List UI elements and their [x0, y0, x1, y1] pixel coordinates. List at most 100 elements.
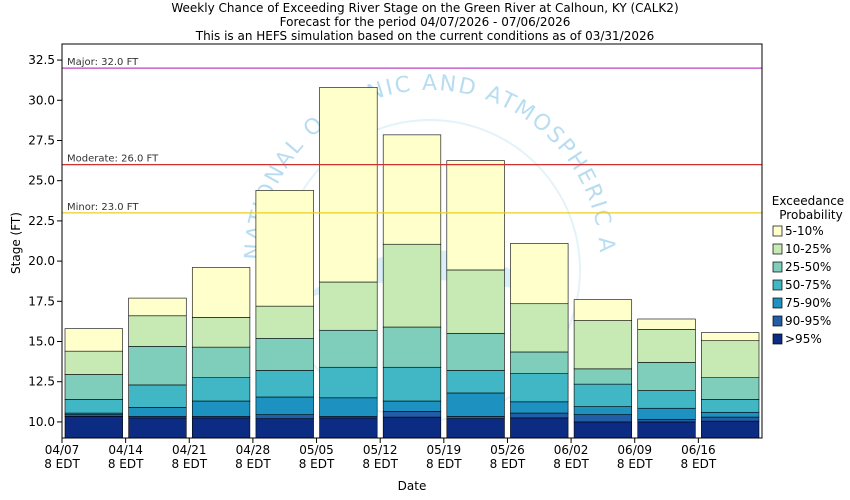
bar-04-14-seg-2: [128, 346, 187, 386]
bar-04-14-seg-4: [128, 407, 187, 417]
reference-label-1: Moderate: 26.0 FT: [67, 154, 159, 165]
reference-label-2: Minor: 23.0 FT: [67, 202, 139, 213]
bar-05-12-seg-1: [382, 243, 442, 328]
bar-06-16-seg-0: [701, 332, 760, 342]
bar-04-07-seg-6: [64, 415, 123, 439]
bar-04-07-seg-1: [64, 350, 123, 375]
bar-04-28-seg-5: [255, 414, 314, 420]
bar-06-02-seg-4: [573, 406, 633, 415]
x-tick-label-0: 04/07: [45, 443, 80, 457]
legend-swatch-1: [772, 243, 783, 255]
bar-04-21-seg-4: [191, 400, 251, 417]
chart-subtitle-period: Forecast for the period 04/07/2026 - 07/…: [280, 15, 571, 29]
x-tick-label-8: 06/02: [554, 443, 589, 457]
x-tick-sublabel-8: 8 EDT: [553, 457, 589, 471]
y-tick-label-6: 17.5: [28, 294, 55, 308]
legend-label-6: >95%: [785, 332, 822, 346]
y-tick-label-0: 32.5: [28, 53, 55, 67]
x-tick-sublabel-6: 8 EDT: [426, 457, 462, 471]
plot-border: [61, 43, 763, 439]
bar-06-02-seg-5: [573, 414, 633, 423]
y-tick-label-7: 15.0: [28, 335, 55, 349]
bar-05-19-seg-5: [446, 415, 505, 420]
bar-05-05-seg-1: [319, 281, 378, 331]
y-tick-label-9: 10.0: [28, 415, 55, 429]
x-tick-label-3: 04/28: [236, 443, 271, 457]
legend-title-line1: Exceedance: [772, 194, 844, 208]
bar-04-28-seg-1: [255, 305, 314, 339]
bar-04-14-seg-6: [128, 417, 187, 439]
reference-label-0: Major: 32.0 FT: [67, 57, 139, 68]
legend-title-line2: Probability: [779, 208, 842, 222]
chart-title: Weekly Chance of Exceeding River Stage o…: [171, 1, 678, 15]
x-tick-label-1: 04/14: [108, 443, 143, 457]
bar-04-28-seg-6: [255, 418, 314, 439]
x-tick-label-9: 06/09: [617, 443, 652, 457]
bar-05-05-seg-0: [319, 87, 378, 283]
x-tick-sublabel-1: 8 EDT: [108, 457, 144, 471]
bar-05-19-seg-2: [446, 333, 505, 371]
bar-05-12-seg-5: [382, 411, 442, 418]
bar-06-16-seg-1: [701, 340, 760, 378]
x-tick-sublabel-9: 8 EDT: [617, 457, 653, 471]
bar-05-12-seg-4: [382, 400, 442, 412]
bar-05-12-seg-2: [382, 326, 442, 368]
bar-06-09-seg-5: [637, 419, 696, 423]
legend-label-0: 5-10%: [785, 224, 824, 238]
x-axis-title: Date: [398, 479, 427, 493]
y-tick-label-1: 30.0: [28, 93, 55, 107]
bar-04-21-seg-2: [191, 346, 251, 378]
bar-04-14-seg-3: [128, 384, 187, 408]
bar-05-26-seg-5: [510, 412, 569, 419]
reference-lines-group: Major: 32.0 FT Moderate: 26.0 FT Minor: 23…: [62, 57, 762, 214]
legend: Exceedance Probability 5-10% 10-25% 25-50%…: [772, 194, 844, 346]
bar-05-19-seg-3: [446, 370, 505, 394]
x-tick-label-2: 04/21: [172, 443, 207, 457]
legend-swatch-3: [772, 279, 783, 291]
bar-05-12-seg-6: [382, 416, 442, 439]
y-axis-title: Stage (FT): [9, 212, 23, 274]
legend-label-1: 10-25%: [785, 242, 831, 256]
x-tick-sublabel-7: 8 EDT: [490, 457, 526, 471]
bars-group: [64, 87, 760, 439]
bar-04-21-seg-1: [191, 317, 251, 348]
bar-06-02-seg-0: [573, 299, 633, 321]
bar-06-16-seg-2: [701, 377, 760, 400]
bar-06-02-seg-2: [573, 368, 633, 385]
bar-06-16-seg-5: [701, 416, 760, 422]
bar-05-05-seg-4: [319, 397, 378, 417]
y-tick-label-8: 12.5: [28, 375, 55, 389]
x-tick-sublabel-5: 8 EDT: [362, 457, 398, 471]
x-tick-label-5: 05/12: [363, 443, 398, 457]
bar-04-07-seg-2: [64, 374, 123, 400]
y-axis: 32.5 30.0 27.5 25.0 22.5 20.0 17.5 15.0 12.5 10.0: [28, 53, 62, 429]
x-tick-sublabel-10: 8 EDT: [681, 457, 717, 471]
bar-04-14-seg-0: [128, 297, 187, 317]
bar-05-05-seg-2: [319, 329, 378, 368]
bar-06-09-seg-6: [637, 421, 696, 439]
chart-subtitle-simulation: This is an HEFS simulation based on the …: [195, 29, 655, 43]
legend-label-5: 90-95%: [785, 314, 831, 328]
bar-04-07-seg-0: [64, 328, 123, 352]
bar-05-19-seg-4: [446, 392, 505, 417]
bar-04-07-seg-3: [64, 399, 123, 414]
legend-swatch-6: [772, 333, 783, 345]
bar-05-26-seg-3: [510, 373, 569, 403]
bar-04-28-seg-0: [255, 190, 314, 307]
bar-05-12-seg-0: [382, 134, 442, 245]
bar-05-05-seg-6: [319, 417, 378, 439]
bar-04-28-seg-2: [255, 337, 314, 371]
bar-06-16-seg-4: [701, 411, 760, 418]
bar-06-02-seg-6: [573, 421, 633, 439]
bar-04-21-seg-3: [191, 377, 251, 402]
legend-swatch-4: [772, 297, 783, 309]
y-tick-label-4: 22.5: [28, 214, 55, 228]
bar-05-19-seg-6: [446, 418, 505, 439]
bar-06-02-seg-3: [573, 383, 633, 407]
bar-05-26-seg-2: [510, 351, 569, 374]
x-tick-sublabel-0: 8 EDT: [44, 457, 80, 471]
bar-06-09-seg-2: [637, 362, 696, 391]
bar-05-26-seg-6: [510, 417, 569, 439]
legend-swatch-5: [772, 315, 783, 327]
